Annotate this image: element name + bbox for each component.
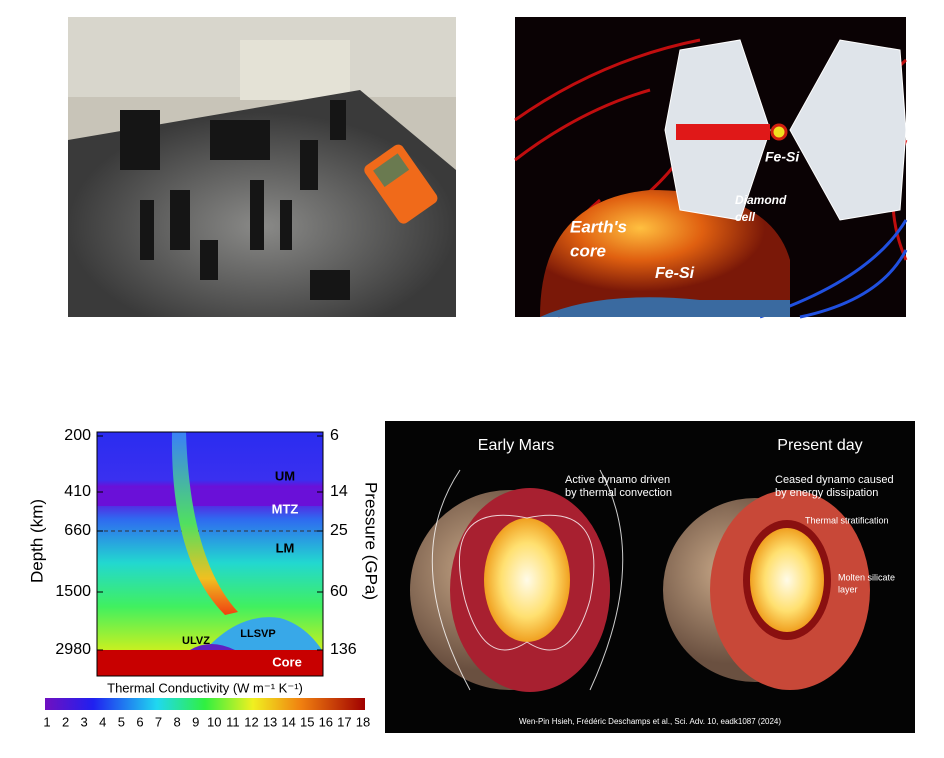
depth-label: 200 — [64, 427, 91, 444]
diamond-cell-illustration: Fe-Si Diamond cell Earth's core Fe-Si — [514, 17, 908, 319]
pressure-axis-title: Pressure (GPa) — [362, 482, 381, 600]
left-caption-line: Active dynamo driven — [565, 474, 670, 486]
stratification-label: Thermal stratification — [805, 515, 889, 525]
colorbar-label: 6 — [136, 714, 143, 729]
core-label-line: core — [570, 241, 606, 260]
llsvp — [205, 617, 322, 650]
sample — [770, 123, 788, 141]
ulvz — [190, 644, 235, 650]
region-label: Core — [272, 654, 302, 669]
depth-label: 660 — [64, 522, 91, 539]
pressure-label: 60 — [330, 583, 348, 600]
pressure-label: 14 — [330, 483, 348, 500]
region-label: ULVZ — [182, 635, 210, 647]
multimeter — [364, 144, 438, 224]
earth-core-cutaway — [540, 190, 790, 317]
region-label: LLSVP — [240, 628, 275, 640]
pressure-label: 25 — [330, 522, 348, 539]
pressure-label: 6 — [330, 427, 339, 444]
colorbar-label: 13 — [263, 714, 277, 729]
lab-photo — [68, 17, 456, 317]
region-label: MTZ — [272, 501, 299, 516]
colorbar-label: 3 — [81, 714, 88, 729]
colorbar-label: 18 — [356, 714, 370, 729]
colorbar-label: 4 — [99, 714, 106, 729]
colorbar-label: 5 — [118, 714, 125, 729]
earth-mantle — [540, 297, 790, 317]
colorbar-label: 17 — [337, 714, 351, 729]
colorbar-label: 16 — [319, 714, 333, 729]
convection-lines — [431, 469, 624, 691]
conductivity-section: Depth (km) Pressure (GPa) Thermal Conduc… — [27, 427, 380, 729]
silicate-label-line: layer — [838, 584, 858, 594]
left-title: Early Mars — [478, 437, 554, 454]
right-caption-line: by energy dissipation — [775, 487, 878, 499]
colorbar-label: 14 — [281, 714, 295, 729]
optics — [120, 100, 350, 300]
right-title: Present day — [777, 437, 862, 454]
transition-zone-band — [97, 490, 323, 506]
core-label-line: Earth's — [570, 217, 627, 236]
colorbar-label: 15 — [300, 714, 314, 729]
colorbar-label: 9 — [192, 714, 199, 729]
region-label: UM — [275, 468, 295, 483]
right-caption-line: Ceased dynamo caused — [775, 474, 894, 486]
colorbar-label: 2 — [62, 714, 69, 729]
colorbar-label: 7 — [155, 714, 162, 729]
laser-beam — [676, 124, 770, 140]
depth-axis-title: Depth (km) — [27, 499, 46, 583]
equipment-box — [240, 40, 350, 100]
sample-label: Fe-Si — [765, 149, 800, 165]
depth-label: 410 — [64, 483, 91, 500]
core-band — [97, 650, 323, 676]
colorbar-label: 1 — [43, 714, 50, 729]
colorbar-label: 11 — [226, 714, 240, 729]
colorbar-title: Thermal Conductivity (W m⁻¹ K⁻¹) — [107, 680, 303, 695]
slab — [171, 432, 238, 615]
mars-illustration: Early Mars Present day Active dynamo dri… — [385, 421, 915, 733]
pressure-label: 136 — [330, 641, 357, 658]
colorbar — [45, 698, 365, 710]
region-label: LM — [276, 540, 295, 555]
core-sample-label: Fe-Si — [655, 265, 695, 282]
cell-label-line: cell — [735, 210, 756, 224]
present-mars-core — [750, 528, 824, 632]
section-frame — [96, 431, 324, 677]
mantle-section — [97, 432, 323, 650]
left-caption-line: by thermal convection — [565, 487, 672, 499]
colorbar-label: 8 — [174, 714, 181, 729]
colorbar-label: 12 — [244, 714, 258, 729]
depth-label: 2980 — [55, 641, 91, 658]
cell-label-line: Diamond — [735, 193, 787, 207]
citation: Wen-Pin Hsieh, Frédéric Deschamps et al.… — [519, 717, 781, 726]
colorbar-label: 10 — [207, 714, 221, 729]
early-mars-core — [484, 518, 570, 642]
silicate-label-line: Molten silicate — [838, 572, 895, 582]
depth-label: 1500 — [55, 583, 91, 600]
